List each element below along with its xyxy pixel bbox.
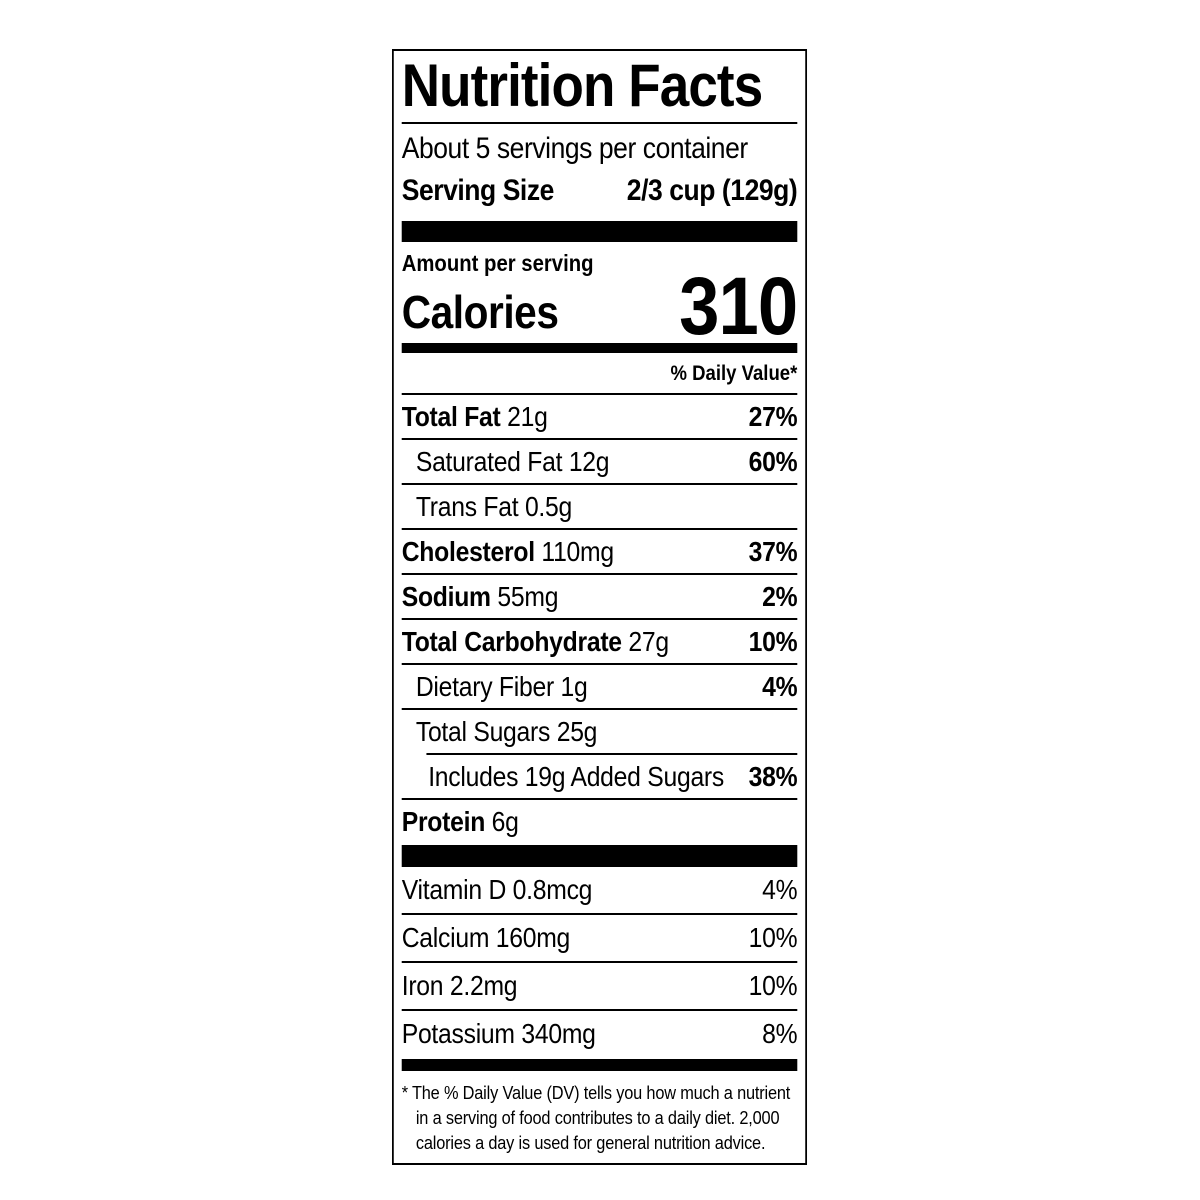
nutrient-amount: 1g: [553, 670, 588, 702]
nutrient-amount: 21g: [500, 400, 548, 432]
nutrient-name-amount: Total Carbohydrate 27g: [402, 626, 669, 658]
nutrient-row: Dietary Fiber 1g 4%: [402, 665, 798, 708]
nutrient-daily-value: 4%: [762, 670, 798, 702]
nutrient-name: Cholesterol: [401, 535, 535, 567]
row-separator: [401, 1009, 798, 1011]
nutrient-daily-value: 10%: [748, 922, 798, 953]
nutrition-facts-label: Nutrition Facts About 5 servings per con…: [392, 49, 808, 1165]
row-separator: [401, 798, 798, 800]
nutrient-row: Total Fat 21g 27%: [402, 395, 798, 438]
serving-size-label: Serving Size: [401, 174, 555, 207]
nutrient-row: Trans Fat 0.5g: [402, 485, 798, 528]
nutrient-daily-value: 2%: [762, 580, 798, 612]
nutrient-daily-value: 10%: [748, 970, 798, 1001]
nutrient-row: Protein 6g: [402, 800, 798, 843]
daily-value-footnote: * The % Daily Value (DV) tells you how m…: [401, 1082, 791, 1153]
row-separator: [401, 663, 798, 665]
nutrient-row: Saturated Fat 12g 60%: [402, 440, 798, 483]
nutrient-amount: 340mg: [514, 1018, 596, 1049]
nutrient-name-amount: Potassium 340mg: [402, 1018, 596, 1050]
nutrient-row: Cholesterol 110mg 37%: [402, 530, 798, 573]
calories-value: 310: [679, 261, 798, 352]
medium-divider-calories: [401, 343, 798, 353]
nutrient-name: Trans Fat: [415, 490, 519, 522]
vitamin-rows: Vitamin D 0.8mcg 4% Calcium 160mg 10% Iron 2…: [401, 867, 798, 1057]
servings-per-container: About 5 servings per container: [401, 132, 748, 165]
nutrient-daily-value: 10%: [748, 625, 798, 657]
row-separator: [401, 573, 798, 575]
nutrient-row: Sodium 55mg 2%: [402, 575, 798, 618]
nutrient-name-amount: Saturated Fat 12g: [415, 445, 610, 478]
serving-size-row: Serving Size 2/3 cup (129g): [402, 169, 798, 213]
vitamin-row: Potassium 340mg 8%: [402, 1011, 798, 1057]
row-separator: [401, 708, 798, 710]
vitamin-row: Vitamin D 0.8mcg 4%: [402, 867, 798, 913]
amount-per-serving-label: Amount per serving: [401, 250, 594, 276]
nutrient-name: Vitamin D: [401, 874, 507, 905]
nutrient-amount: 160mg: [489, 922, 571, 953]
vitamin-row: Calcium 160mg 10%: [402, 915, 798, 961]
nutrient-daily-value: 37%: [748, 535, 798, 567]
row-separator: [401, 438, 798, 440]
nutrient-daily-value: 27%: [748, 400, 798, 432]
nutrient-name: Potassium: [401, 1018, 515, 1049]
nutrient-name: Sodium: [401, 580, 491, 612]
label-title: Nutrition Facts: [401, 52, 763, 119]
nutrient-amount: 110mg: [534, 535, 614, 567]
row-separator: [401, 913, 798, 915]
nutrient-daily-value: 4%: [762, 874, 798, 905]
nutrient-row: Total Sugars 25g: [402, 710, 798, 753]
nutrient-row: Includes 19g Added Sugars 38%: [402, 755, 798, 798]
thick-divider-vitamins: [401, 845, 798, 867]
nutrient-name: Total Carbohydrate: [401, 625, 622, 657]
row-separator: [401, 618, 798, 620]
nutrient-name: Total Fat: [401, 400, 501, 432]
nutrient-name: Saturated Fat: [415, 445, 563, 477]
row-separator: [401, 393, 798, 395]
nutrient-amount: 12g: [562, 445, 610, 477]
nutrient-name-amount: Sodium 55mg: [401, 580, 559, 613]
nutrient-name-amount: Calcium 160mg: [401, 922, 571, 954]
row-separator: [401, 483, 798, 485]
nutrient-name: Dietary Fiber: [415, 670, 554, 702]
nutrient-name-amount: Cholesterol 110mg: [402, 536, 614, 568]
nutrient-name: Protein: [401, 805, 486, 837]
nutrient-name-amount: Dietary Fiber 1g: [416, 671, 588, 703]
serving-size-value: 2/3 cup (129g): [626, 174, 798, 207]
nutrient-name: Includes 19g Added Sugars: [428, 760, 724, 792]
nutrient-name-amount: Total Sugars 25g: [415, 715, 598, 748]
row-separator: [401, 961, 798, 963]
nutrient-amount: 0.5g: [518, 490, 573, 522]
daily-value-header: % Daily Value*: [670, 362, 798, 385]
nutrient-rows: Total Fat 21g 27% Saturated Fat 12g 60% Tran…: [401, 393, 798, 843]
vitamin-row: Iron 2.2mg 10%: [402, 963, 798, 1009]
nutrient-amount: 27g: [621, 625, 669, 657]
nutrient-name-amount: Vitamin D 0.8mcg: [401, 874, 593, 906]
nutrient-amount: 25g: [550, 715, 598, 747]
title-divider: [401, 122, 798, 124]
nutrient-name-amount: Includes 19g Added Sugars: [428, 761, 724, 793]
row-separator: [426, 753, 798, 755]
nutrient-row: Total Carbohydrate 27g 10%: [402, 620, 798, 663]
nutrient-name: Iron: [401, 970, 444, 1001]
nutrient-name: Total Sugars: [415, 715, 551, 747]
nutrient-amount: 2.2mg: [443, 970, 518, 1001]
nutrient-name-amount: Iron 2.2mg: [402, 970, 518, 1002]
nutrient-name-amount: Protein 6g: [402, 806, 519, 838]
nutrient-name: Calcium: [401, 922, 490, 953]
nutrient-name-amount: Total Fat 21g: [402, 401, 548, 433]
calories-row: Calories 310: [401, 261, 798, 352]
thick-divider-top: [401, 221, 798, 242]
medium-divider-footnote: [401, 1059, 798, 1071]
nutrient-amount: 55mg: [490, 580, 559, 612]
row-separator: [401, 528, 798, 530]
nutrient-daily-value: 8%: [762, 1018, 798, 1049]
calories-label: Calories: [401, 286, 559, 338]
nutrient-name-amount: Trans Fat 0.5g: [416, 491, 572, 523]
nutrient-daily-value: 38%: [748, 760, 798, 792]
nutrient-amount: 0.8mcg: [506, 874, 593, 905]
nutrient-daily-value: 60%: [748, 445, 798, 477]
nutrient-amount: 6g: [485, 805, 519, 837]
